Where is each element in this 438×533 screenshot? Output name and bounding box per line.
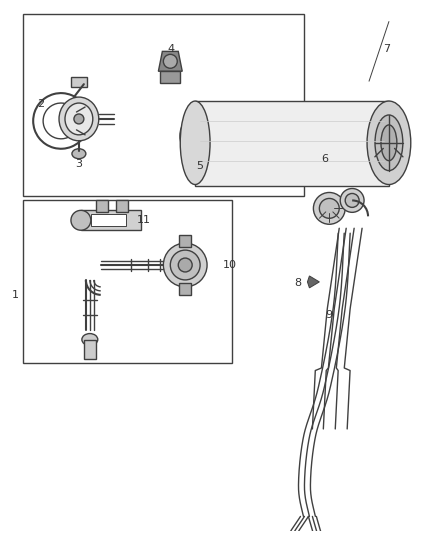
Circle shape — [307, 121, 318, 131]
Bar — [84, 340, 96, 359]
Ellipse shape — [340, 189, 364, 212]
Text: 1: 1 — [12, 290, 19, 300]
Text: 9: 9 — [326, 310, 333, 320]
Text: 4: 4 — [168, 44, 175, 54]
Polygon shape — [307, 276, 319, 288]
Bar — [81, 211, 141, 230]
Circle shape — [163, 54, 177, 68]
Circle shape — [307, 131, 318, 141]
Ellipse shape — [163, 243, 207, 287]
Ellipse shape — [289, 114, 324, 158]
Bar — [96, 200, 108, 212]
Bar — [23, 14, 304, 197]
Bar — [179, 283, 191, 295]
Bar — [160, 71, 180, 83]
Ellipse shape — [319, 198, 339, 219]
Ellipse shape — [71, 211, 91, 230]
Text: 6: 6 — [321, 154, 328, 164]
Circle shape — [74, 114, 84, 124]
Text: 10: 10 — [223, 260, 237, 270]
Text: 11: 11 — [137, 215, 151, 225]
Text: 2: 2 — [38, 99, 45, 109]
Bar — [195, 101, 389, 185]
Ellipse shape — [178, 258, 192, 272]
Bar — [91, 214, 126, 226]
Text: 7: 7 — [383, 44, 391, 54]
Bar — [71, 77, 87, 87]
Ellipse shape — [170, 250, 200, 280]
Text: 5: 5 — [197, 160, 204, 171]
Text: 3: 3 — [75, 159, 82, 168]
Bar — [116, 200, 127, 212]
Circle shape — [307, 141, 318, 151]
Ellipse shape — [65, 103, 93, 135]
Ellipse shape — [314, 192, 345, 224]
Ellipse shape — [59, 97, 99, 141]
Bar — [179, 235, 191, 247]
Bar — [253, 114, 307, 159]
Ellipse shape — [241, 114, 265, 158]
Ellipse shape — [375, 115, 403, 171]
Bar — [23, 200, 232, 364]
Ellipse shape — [345, 193, 359, 207]
Polygon shape — [159, 51, 182, 71]
Ellipse shape — [367, 101, 411, 184]
Ellipse shape — [381, 125, 397, 160]
Ellipse shape — [72, 149, 86, 159]
Text: 8: 8 — [294, 278, 301, 288]
Ellipse shape — [180, 101, 210, 184]
Ellipse shape — [82, 334, 98, 345]
